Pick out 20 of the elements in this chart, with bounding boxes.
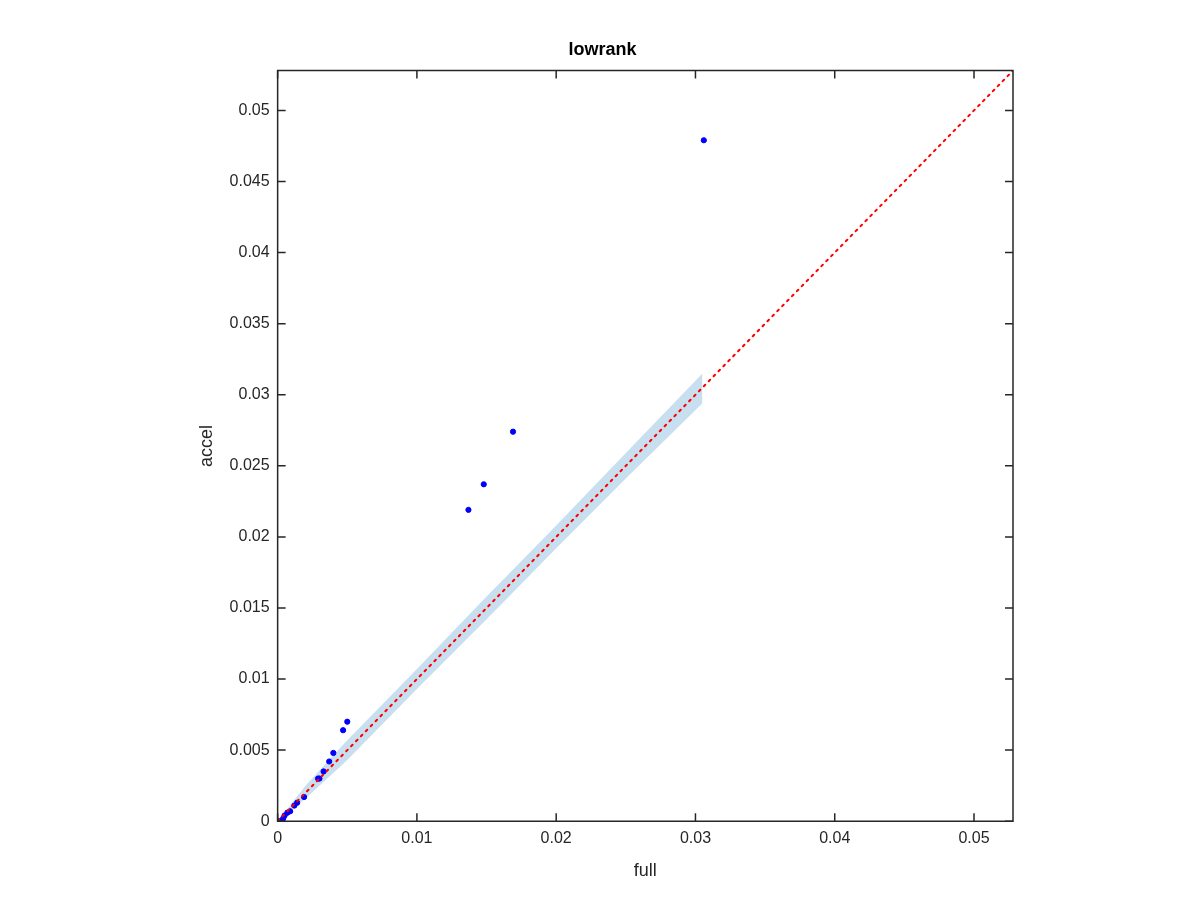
- y-tick-label: 0.005: [229, 740, 270, 758]
- x-tick-label: 0.03: [679, 829, 712, 847]
- y-tick-label: 0.02: [238, 527, 270, 545]
- y-tick-label: 0.05: [238, 100, 270, 118]
- y-tick-label: 0: [260, 811, 270, 829]
- x-tick-label: 0.02: [540, 829, 572, 847]
- y-tick-label: 0.01: [238, 669, 270, 687]
- y-tick-label: 0.04: [238, 242, 270, 260]
- x-tick-label: 0.01: [401, 829, 433, 847]
- y-tick-label: 0.03: [238, 385, 270, 403]
- chart-title: lowrank: [568, 38, 638, 59]
- x-tick-label: 0.04: [819, 829, 851, 847]
- y-axis-title: accel: [195, 424, 216, 467]
- x-tick-label: 0.05: [958, 829, 990, 847]
- y-tick-label: 0.045: [229, 171, 270, 189]
- y-tick-label: 0.025: [229, 456, 270, 474]
- y-tick-label: 0.015: [229, 598, 270, 616]
- x-tick-label: 0: [273, 829, 283, 847]
- x-axis-title: full: [633, 860, 657, 881]
- y-tick-label: 0.035: [229, 314, 270, 332]
